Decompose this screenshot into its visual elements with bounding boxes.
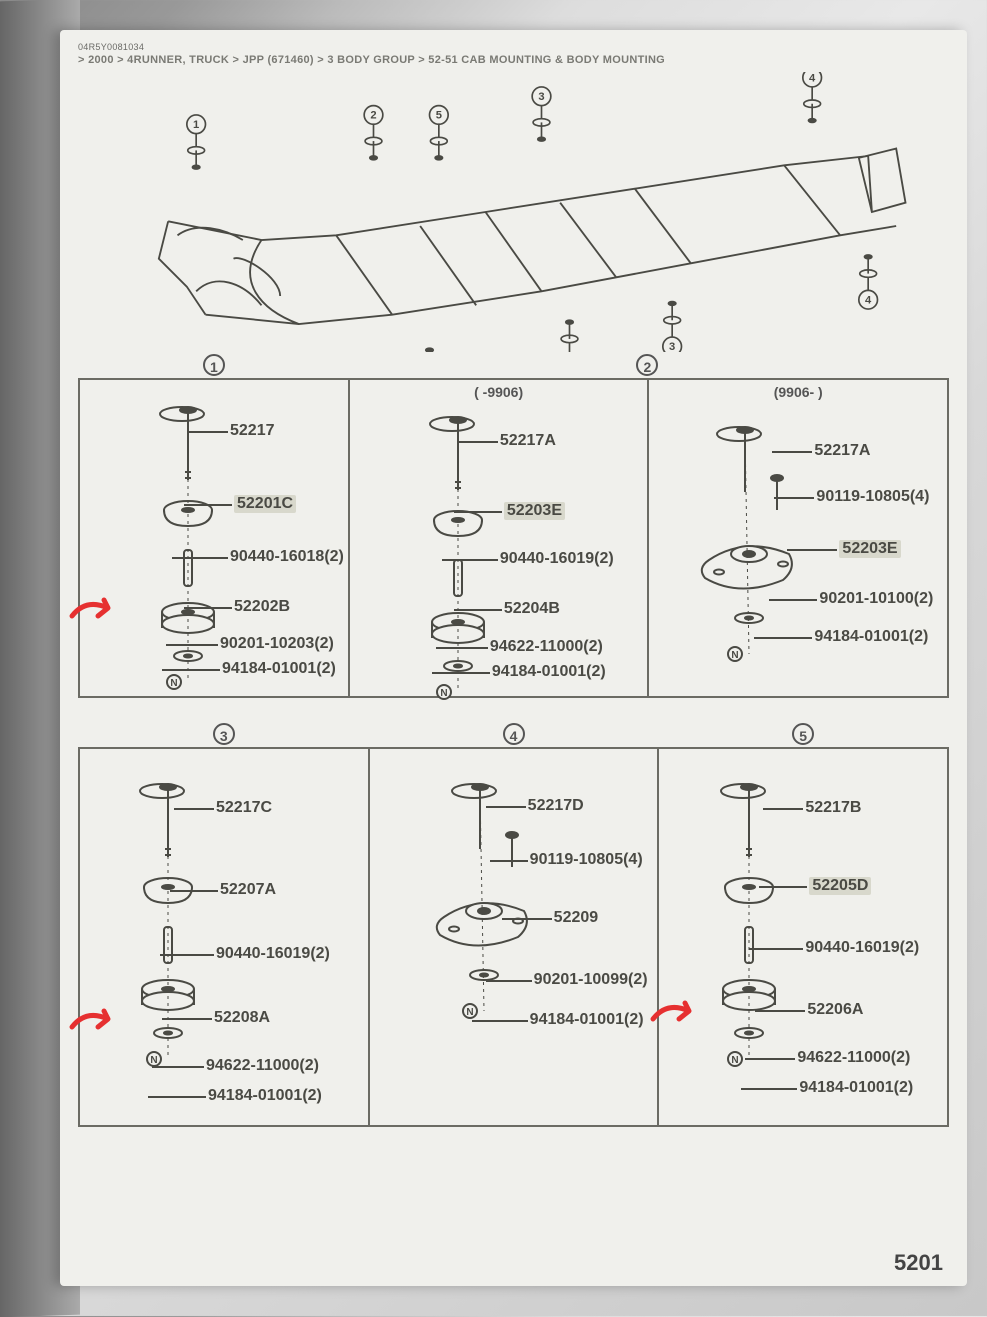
panel-2b: (9906- ) N 52217A90119-10805(4)52203E902…	[649, 378, 949, 698]
panel-row-2: 3 N 52217C52207	[78, 747, 949, 1127]
part-number: 94622-11000(2)	[490, 638, 603, 656]
part-number: 90440-16019(2)	[805, 939, 919, 957]
part-number: 52217A	[814, 442, 870, 460]
part-number: 94184-01001(2)	[799, 1079, 913, 1097]
part-number: 90119-10805(4)	[530, 851, 643, 869]
assembly-1: N	[144, 400, 234, 705]
part-number: 90119-10805(4)	[816, 488, 929, 506]
part-number: 52205D	[809, 877, 871, 895]
part-number: 90440-16018(2)	[230, 548, 344, 566]
panel-2a: 2( -9906) N	[350, 378, 650, 698]
svg-text:3: 3	[538, 91, 544, 103]
part-number: 90201-10203(2)	[220, 635, 334, 653]
panel-header-5: 5	[659, 723, 947, 746]
part-number: 94184-01001(2)	[492, 663, 606, 681]
panel-header-2a: 2	[350, 354, 945, 377]
panel-5: 5 N 52217B52205	[659, 747, 949, 1127]
svg-text:4: 4	[809, 72, 816, 84]
panel-row-1: 1 N 5221752201C	[78, 378, 949, 698]
part-number: 52208A	[214, 1009, 270, 1027]
part-number: 90440-16019(2)	[500, 550, 614, 568]
part-number: 52203E	[839, 540, 900, 558]
panel-header-3: 3	[80, 723, 368, 746]
part-number: 52217	[230, 422, 275, 440]
panel-header-1: 1	[80, 354, 348, 377]
parts-catalog-page: 04R5Y0081034 > 2000 > 4RUNNER, TRUCK > J…	[60, 30, 967, 1286]
svg-text:1: 1	[193, 119, 199, 131]
page-footer-number: 5201	[894, 1250, 943, 1276]
part-number: 94184-01001(2)	[530, 1011, 644, 1029]
svg-text:2: 2	[370, 110, 376, 122]
assembly-2a: N	[414, 410, 504, 715]
panel-header-4: 4	[370, 723, 658, 746]
svg-text:N: N	[732, 1055, 739, 1066]
part-number: 52206A	[807, 1001, 863, 1019]
svg-text:3: 3	[669, 341, 675, 352]
svg-text:4: 4	[865, 294, 872, 306]
svg-text:N: N	[466, 1007, 473, 1018]
part-number: 52217A	[500, 432, 556, 450]
part-number: 52207A	[220, 881, 276, 899]
assembly-2b: N	[689, 420, 809, 705]
part-number: 90440-16019(2)	[216, 945, 330, 963]
part-number: 52217B	[805, 799, 861, 817]
panel-3: 3 N 52217C52207	[78, 747, 370, 1127]
part-number: 94184-01001(2)	[814, 628, 928, 646]
part-number: 94184-01001(2)	[222, 660, 336, 678]
panel-4: 4 N 52217D90119-10805(4)5220990201-10099…	[370, 747, 660, 1127]
part-number: 52217D	[528, 797, 584, 815]
part-number: 94184-01001(2)	[208, 1087, 322, 1105]
svg-text:N: N	[170, 678, 177, 689]
part-number: 52204B	[504, 600, 560, 618]
svg-text:N: N	[732, 650, 739, 661]
part-number: 52201C	[234, 495, 296, 513]
breadcrumb: > 2000 > 4RUNNER, TRUCK > JPP (671460) >…	[78, 54, 949, 72]
svg-text:N: N	[440, 688, 447, 699]
assembly-5: N	[705, 777, 795, 1082]
chassis-svg: 1253412534	[78, 72, 949, 352]
part-number: 52203E	[504, 502, 565, 520]
panels-container: 1 N 52217 52201C	[78, 352, 949, 1246]
chassis-diagram: 1253412534	[78, 72, 949, 352]
part-number: 90201-10100(2)	[819, 590, 933, 608]
svg-text:5: 5	[436, 110, 442, 122]
part-number: 94622-11000(2)	[206, 1057, 319, 1075]
highlight-arrow	[68, 1003, 138, 1043]
highlight-arrow	[68, 592, 138, 632]
part-number: 52202B	[234, 598, 290, 616]
part-number: 52209	[554, 909, 599, 927]
part-number: 94622-11000(2)	[797, 1049, 910, 1067]
part-number: 52217C	[216, 799, 272, 817]
doc-id: 04R5Y0081034	[78, 38, 949, 54]
panel-1: 1 N 5221752201C	[78, 378, 350, 698]
highlight-arrow	[649, 995, 719, 1035]
svg-text:N: N	[150, 1055, 157, 1066]
part-number: 90201-10099(2)	[534, 971, 648, 989]
